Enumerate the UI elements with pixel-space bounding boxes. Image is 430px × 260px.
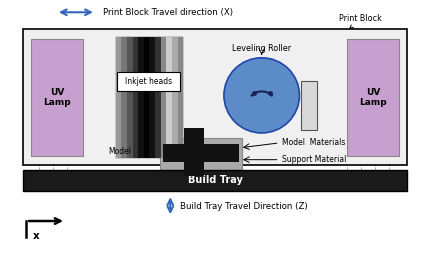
Bar — [163, 144, 239, 162]
Text: Build Tray: Build Tray — [187, 176, 243, 185]
Bar — [178, 37, 183, 158]
Bar — [150, 37, 155, 158]
Text: Build Tray Travel Direction (Z): Build Tray Travel Direction (Z) — [180, 202, 308, 211]
Text: Support Material: Support Material — [282, 155, 346, 164]
Circle shape — [224, 58, 299, 133]
Bar — [116, 37, 121, 158]
Bar — [127, 37, 132, 158]
Bar — [161, 37, 166, 158]
Polygon shape — [301, 81, 317, 130]
Bar — [347, 39, 399, 156]
Bar — [132, 37, 138, 158]
Text: Model: Model — [109, 147, 132, 156]
Text: UV
Lamp: UV Lamp — [359, 88, 387, 107]
Bar — [155, 37, 161, 158]
Bar — [184, 128, 204, 176]
FancyBboxPatch shape — [117, 72, 180, 92]
Text: UV
Lamp: UV Lamp — [43, 88, 71, 107]
Bar — [172, 37, 178, 158]
Text: x: x — [33, 231, 40, 241]
Bar — [31, 39, 83, 156]
Bar — [144, 37, 150, 158]
Bar — [116, 37, 183, 158]
Text: Print Block: Print Block — [339, 14, 382, 28]
Bar — [23, 170, 407, 191]
Bar — [138, 37, 144, 158]
Bar — [23, 29, 407, 165]
Bar — [121, 37, 127, 158]
Text: Print Block Travel direction (X): Print Block Travel direction (X) — [103, 8, 233, 17]
Bar — [166, 37, 172, 158]
Text: Inkjet heads: Inkjet heads — [125, 77, 172, 86]
Text: Model  Materials: Model Materials — [282, 138, 345, 147]
Text: Leveling Roller: Leveling Roller — [232, 44, 291, 53]
Bar — [160, 138, 242, 170]
